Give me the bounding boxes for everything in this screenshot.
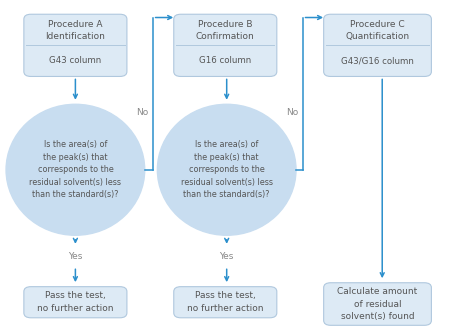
Text: No: No — [136, 108, 148, 117]
FancyBboxPatch shape — [324, 14, 431, 77]
Text: G43 column: G43 column — [49, 56, 101, 65]
Text: Pass the test,
no further action: Pass the test, no further action — [187, 291, 264, 313]
Text: Calculate amount
of residual
solvent(s) found: Calculate amount of residual solvent(s) … — [337, 287, 418, 321]
FancyBboxPatch shape — [24, 14, 127, 77]
FancyBboxPatch shape — [24, 287, 127, 318]
Text: Procedure B: Procedure B — [198, 20, 253, 29]
Text: Identification: Identification — [46, 32, 105, 41]
Text: Is the area(s) of
the peak(s) that
corresponds to the
residual solvent(s) less
t: Is the area(s) of the peak(s) that corre… — [181, 140, 273, 199]
Text: Procedure A: Procedure A — [48, 20, 103, 29]
Text: Procedure C: Procedure C — [350, 20, 405, 29]
Text: G16 column: G16 column — [199, 56, 251, 65]
Text: Confirmation: Confirmation — [196, 32, 255, 41]
Text: Yes: Yes — [68, 252, 82, 261]
Ellipse shape — [6, 104, 145, 235]
FancyBboxPatch shape — [324, 283, 431, 325]
Text: Quantification: Quantification — [346, 32, 410, 41]
Text: No: No — [286, 108, 298, 117]
FancyBboxPatch shape — [174, 287, 277, 318]
FancyBboxPatch shape — [174, 14, 277, 77]
Text: Is the area(s) of
the peak(s) that
corresponds to the
residual solvent(s) less
t: Is the area(s) of the peak(s) that corre… — [29, 140, 121, 199]
Ellipse shape — [157, 104, 296, 235]
Text: Pass the test,
no further action: Pass the test, no further action — [37, 291, 114, 313]
Text: G43/G16 column: G43/G16 column — [341, 56, 414, 65]
Text: Yes: Yes — [219, 252, 234, 261]
